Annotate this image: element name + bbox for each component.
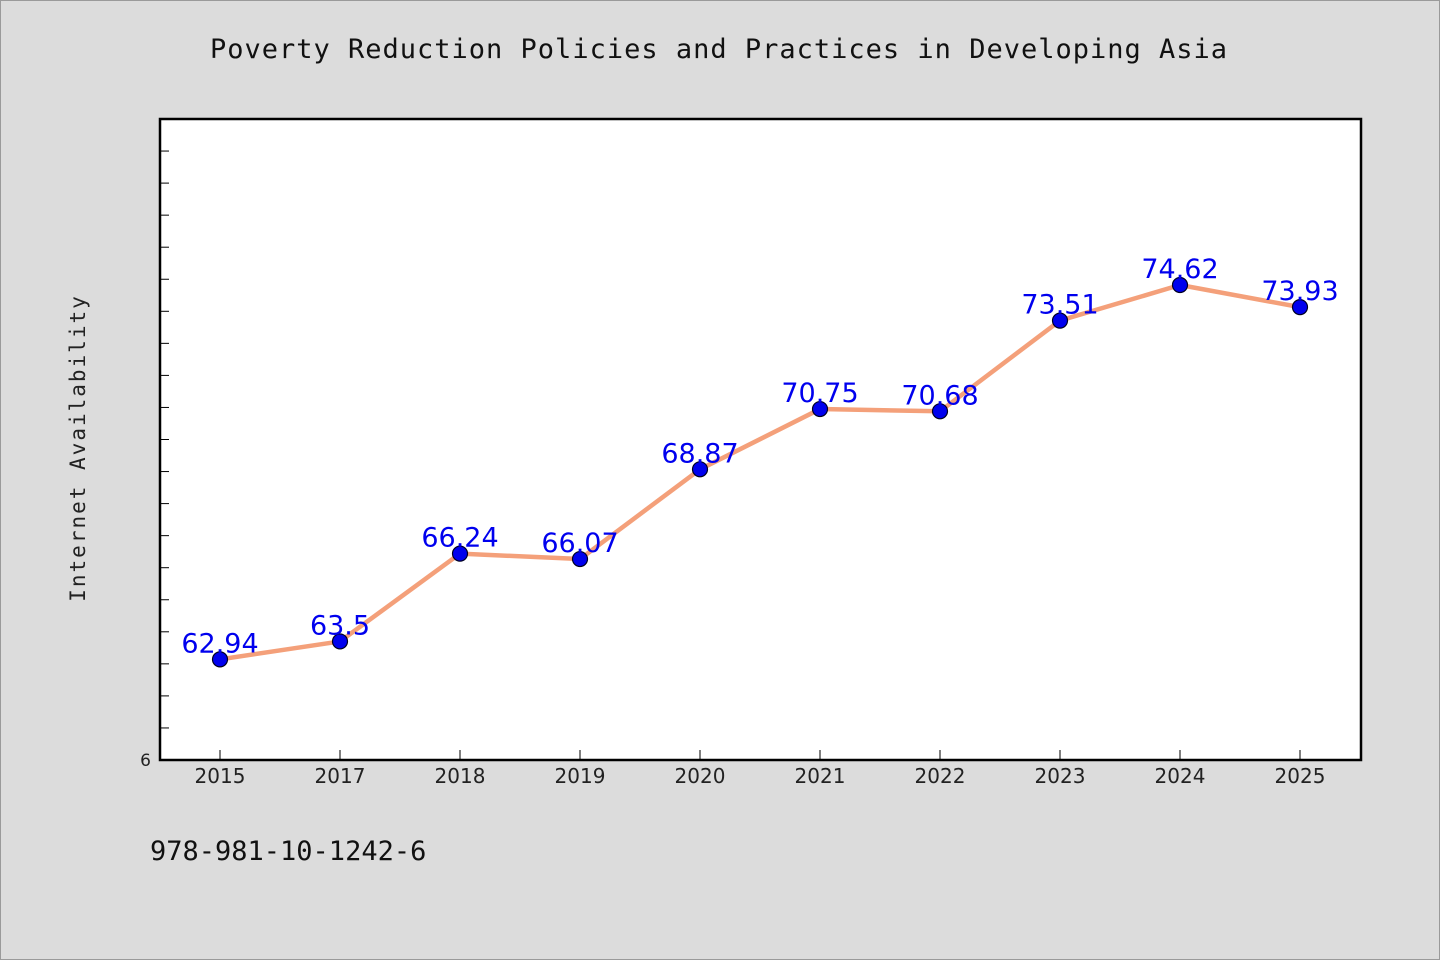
data-point	[1291, 299, 1309, 316]
chart-title: Poverty Reduction Policies and Practices…	[209, 34, 1229, 65]
data-label: 63.5	[310, 610, 370, 641]
x-tick-label: 2025	[1275, 764, 1326, 788]
x-axis: 2015 2017 2018 2019 2020 2021 2022 2023 2024 2025	[195, 750, 1326, 788]
x-tick-label: 2023	[1035, 764, 1086, 788]
data-point	[691, 461, 709, 478]
x-tick-label: 2015	[195, 764, 246, 788]
data-label: 66.07	[541, 528, 618, 559]
y-tick-label: 6	[140, 751, 151, 771]
data-point	[1051, 312, 1069, 329]
data-label: 73.93	[1261, 276, 1338, 307]
data-label: 70.75	[781, 378, 858, 409]
x-tick-label: 2019	[555, 764, 606, 788]
data-label: 62.94	[181, 628, 258, 659]
data-label: 70.68	[901, 380, 978, 411]
data-label: 74.62	[1141, 254, 1218, 285]
data-point	[451, 545, 469, 562]
data-point	[571, 550, 589, 568]
data-label: 66.24	[421, 523, 498, 554]
y-axis: 6	[140, 150, 169, 771]
x-tick-label: 2021	[795, 764, 846, 788]
x-tick-label: 2017	[315, 764, 366, 788]
data-point	[211, 651, 229, 668]
data-markers	[211, 276, 1309, 668]
x-tick-label: 2020	[675, 764, 726, 788]
footer-note: 978-981-10-1242-6	[150, 836, 427, 867]
data-point	[331, 633, 349, 650]
data-point	[811, 400, 829, 418]
data-point	[1171, 276, 1189, 294]
series-polyline	[217, 282, 1303, 662]
x-tick-label: 2022	[915, 764, 966, 788]
x-tick-label: 2018	[435, 764, 486, 788]
series-line	[217, 282, 1303, 662]
data-label: 68.87	[661, 438, 738, 469]
data-label: 73.51	[1021, 290, 1098, 321]
data-labels: 62.94 63.5 66.24 66.07 68.87 70.75 70.68 73.51 7…	[181, 254, 1338, 659]
x-tick-label: 2024	[1155, 764, 1206, 788]
data-point	[931, 403, 949, 420]
